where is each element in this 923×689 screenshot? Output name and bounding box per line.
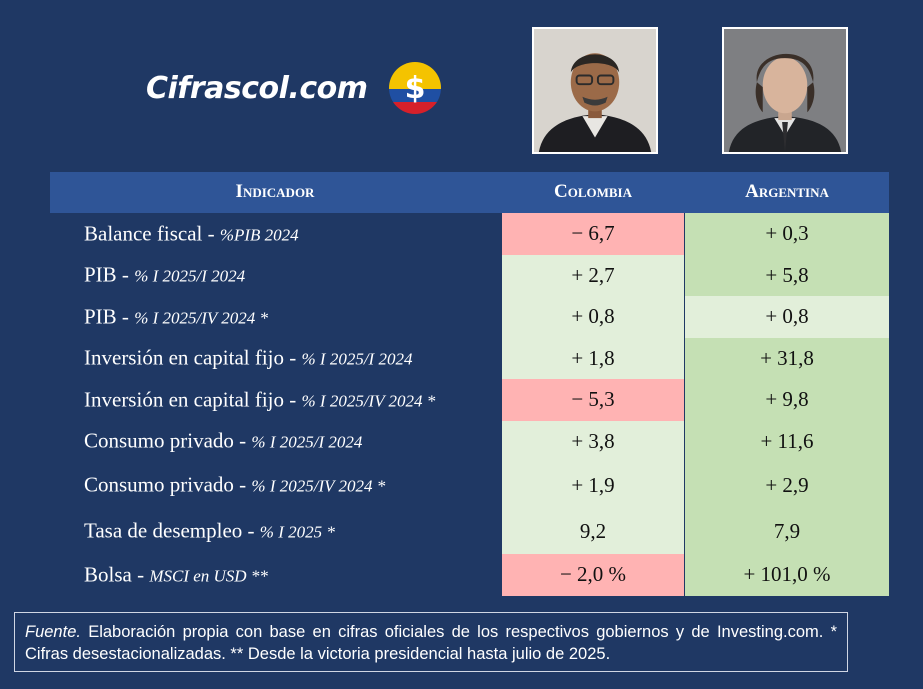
table-row: Consumo privado - % I 2025/IV 2024 * + 1…: [0, 462, 923, 508]
coin-flag-icon: $: [389, 62, 442, 114]
argentina-value: + 5,8: [685, 254, 889, 296]
table-row: Balance fiscal - %PIB 2024 − 6,7 + 0,3: [0, 213, 923, 255]
table-row: Tasa de desempleo - % I 2025 * 9,2 7,9: [0, 508, 923, 554]
row-label: Consumo privado - % I 2025/I 2024: [84, 428, 363, 453]
colombia-value: + 2,7: [502, 254, 684, 296]
colombia-value: + 0,8: [502, 296, 684, 338]
colombia-value: − 6,7: [502, 213, 684, 255]
header-argentina: Argentina: [745, 181, 829, 202]
header-indicator: Indicador: [235, 181, 315, 202]
row-label: Bolsa - MSCI en USD **: [84, 562, 268, 587]
source-note: Fuente. Elaboración propia con base en c…: [14, 612, 848, 672]
argentina-value: + 11,6: [685, 420, 889, 462]
row-label: Tasa de desempleo - % I 2025 *: [84, 518, 335, 543]
row-label: Inversión en capital fijo - % I 2025/I 2…: [84, 345, 413, 370]
colombia-value: + 1,8: [502, 337, 684, 379]
brand-logo: Cifrascol.com $: [146, 62, 442, 114]
header-colombia: Colombia: [553, 181, 632, 202]
argentina-value: + 0,3: [685, 213, 889, 255]
table-header: Indicador Colombia Argentina: [50, 172, 889, 213]
argentina-value: + 101,0 %: [685, 554, 889, 596]
colombia-value: + 1,9: [502, 462, 684, 508]
table-row: PIB - % I 2025/IV 2024 * + 0,8 + 0,8: [0, 296, 923, 338]
row-label: PIB - % I 2025/I 2024: [84, 262, 246, 287]
colombia-value: 9,2: [502, 508, 684, 554]
argentina-president-photo: [722, 27, 848, 154]
source-text: Elaboración propia con base en cifras of…: [25, 623, 837, 663]
colombia-value: + 3,8: [502, 420, 684, 462]
argentina-value: + 2,9: [685, 462, 889, 508]
colombia-president-photo: [532, 27, 658, 154]
colombia-value: − 5,3: [502, 379, 684, 421]
argentina-value: + 31,8: [685, 337, 889, 379]
table-row: Inversión en capital fijo - % I 2025/IV …: [0, 379, 923, 421]
coin-symbol: $: [405, 71, 426, 106]
table-body: Balance fiscal - %PIB 2024 − 6,7 + 0,3 P…: [0, 213, 923, 596]
table-row: Inversión en capital fijo - % I 2025/I 2…: [0, 337, 923, 379]
argentina-value: 7,9: [685, 508, 889, 554]
argentina-value: + 0,8: [685, 296, 889, 338]
argentina-value: + 9,8: [685, 379, 889, 421]
source-label: Fuente.: [25, 623, 81, 641]
table-row: Bolsa - MSCI en USD ** − 2,0 % + 101,0 %: [0, 554, 923, 596]
row-label: Consumo privado - % I 2025/IV 2024 *: [84, 472, 386, 497]
table-row: Consumo privado - % I 2025/I 2024 + 3,8 …: [0, 420, 923, 462]
row-label: Balance fiscal - %PIB 2024: [84, 221, 299, 246]
row-label: PIB - % I 2025/IV 2024 *: [84, 304, 268, 329]
colombia-value: − 2,0 %: [502, 554, 684, 596]
row-label: Inversión en capital fijo - % I 2025/IV …: [84, 387, 436, 412]
brand-name: Cifrascol.com: [146, 70, 368, 106]
table-row: PIB - % I 2025/I 2024 + 2,7 + 5,8: [0, 254, 923, 296]
